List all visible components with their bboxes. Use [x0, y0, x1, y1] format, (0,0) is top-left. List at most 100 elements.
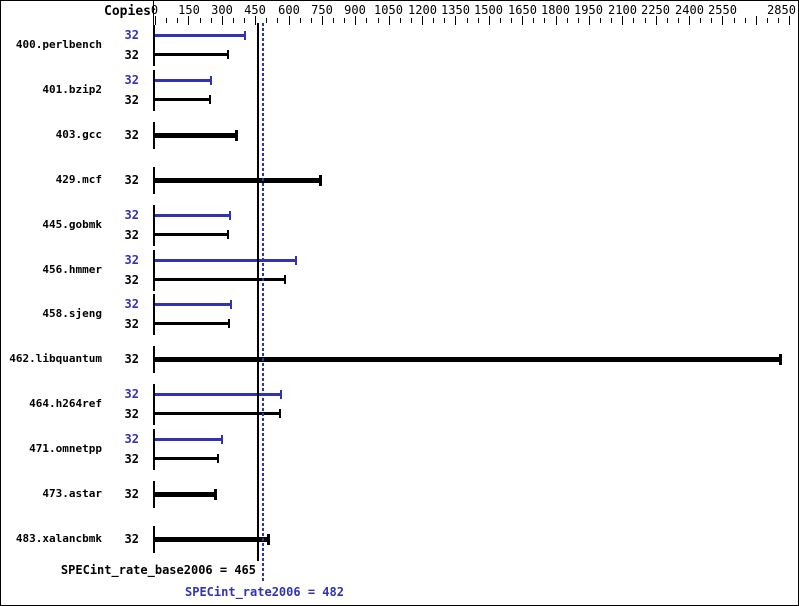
axis-minor-tick — [378, 18, 379, 23]
axis-tick-label: 600 — [278, 3, 300, 17]
axis-minor-tick — [778, 18, 779, 23]
axis-minor-tick — [745, 18, 746, 23]
axis-tick-label: 1800 — [541, 3, 570, 17]
peak-copies-value: 32 — [124, 253, 139, 267]
base-bar-end-tick — [279, 409, 281, 418]
score-label — [200, 66, 226, 79]
peak-bar — [155, 438, 223, 441]
axis-minor-tick — [478, 18, 479, 23]
axis-tick-label: 2100 — [608, 3, 637, 17]
peak-copies-value: 32 — [124, 387, 139, 401]
copies-value: 32 — [124, 487, 139, 501]
axis-minor-tick — [400, 18, 401, 23]
axis-minor-tick — [311, 18, 312, 23]
base-bar — [155, 98, 211, 101]
base-bar — [155, 233, 229, 236]
benchmark-label: 429.mcf — [55, 173, 102, 186]
score-label — [269, 380, 295, 393]
benchmark-label: 473.astar — [42, 487, 102, 500]
peak-bar-end-tick — [295, 256, 297, 265]
axis-minor-tick — [533, 18, 534, 23]
score-label — [284, 246, 310, 259]
axis-major-tick — [656, 16, 657, 25]
axis-minor-tick — [767, 18, 768, 23]
axis-major-tick — [489, 16, 490, 25]
benchmark-label: 483.xalancbmk — [15, 532, 102, 545]
copies-column-header: Copies — [104, 4, 151, 19]
single-bar — [155, 133, 238, 138]
axis-minor-tick — [511, 18, 512, 23]
base-copies-value: 32 — [124, 407, 139, 421]
axis-minor-tick — [277, 18, 278, 23]
peak-copies-value: 32 — [124, 28, 139, 42]
axis-minor-tick — [544, 18, 545, 23]
peak-bar-end-tick — [229, 211, 231, 220]
copies-value: 32 — [124, 352, 139, 366]
axis-separator-line — [153, 1, 154, 26]
axis-minor-tick — [177, 18, 178, 23]
single-bar-end-tick — [235, 130, 238, 141]
axis-tick-label: 1950 — [574, 3, 603, 17]
axis-minor-tick — [211, 18, 212, 23]
axis-tick-label: 900 — [344, 3, 366, 17]
axis-major-tick — [422, 16, 423, 25]
axis-minor-tick — [633, 18, 634, 23]
base-copies-value: 32 — [124, 273, 139, 287]
axis-tick-label: 1050 — [374, 3, 403, 17]
axis-minor-tick — [333, 18, 334, 23]
axis-major-tick — [289, 16, 290, 25]
base-copies-value: 32 — [124, 48, 139, 62]
axis-minor-tick — [344, 18, 345, 23]
axis-major-tick — [556, 16, 557, 25]
axis-minor-tick — [300, 18, 301, 23]
score-label — [233, 21, 259, 34]
single-bar — [155, 178, 322, 183]
axis-tick-label: 1350 — [441, 3, 470, 17]
benchmark-label: 400.perlbench — [15, 38, 102, 51]
axis-minor-tick — [667, 18, 668, 23]
base-rate-summary: SPECint_rate_base2006 = 465 — [60, 563, 256, 577]
base-bar-end-tick — [227, 230, 229, 239]
axis-minor-tick — [600, 18, 601, 23]
axis-major-tick — [188, 16, 189, 25]
base-bar — [155, 322, 230, 325]
score-label — [310, 163, 336, 176]
row-baseline — [153, 205, 155, 246]
axis-tick-label: 2850 — [767, 3, 796, 17]
copies-value: 32 — [124, 128, 139, 142]
score-label — [226, 118, 252, 131]
axis-major-tick — [355, 16, 356, 25]
axis-minor-tick — [467, 18, 468, 23]
axis-tick-label: 300 — [211, 3, 233, 17]
axis-tick-label: 0 — [150, 3, 159, 17]
benchmark-label: 462.libquantum — [9, 352, 102, 365]
benchmark-label: 471.omnetpp — [29, 442, 102, 455]
base-bar — [155, 412, 281, 415]
peak-bar-end-tick — [280, 390, 282, 399]
score-label — [273, 282, 299, 295]
benchmark-label: 458.sjeng — [42, 307, 102, 320]
single-bar-end-tick — [779, 354, 782, 365]
row-baseline — [153, 294, 155, 335]
axis-major-tick — [589, 16, 590, 25]
peak-rate-summary: SPECint_rate2006 = 482 — [185, 585, 344, 599]
peak-copies-value: 32 — [124, 73, 139, 87]
axis-major-tick — [222, 16, 223, 25]
axis-minor-tick — [500, 18, 501, 23]
peak-copies-value: 32 — [124, 432, 139, 446]
axis-tick-label: 2250 — [641, 3, 670, 17]
axis-major-tick — [389, 16, 390, 25]
row-baseline — [153, 429, 155, 470]
benchmark-label: 456.hmmer — [42, 263, 102, 276]
axis-major-tick — [722, 16, 723, 25]
peak-bar — [155, 34, 246, 37]
base-bar — [155, 457, 219, 460]
row-baseline — [153, 122, 155, 149]
base-copies-value: 32 — [124, 93, 139, 107]
score-label — [219, 290, 245, 303]
axis-tick-label: 2550 — [708, 3, 737, 17]
base-bar — [155, 278, 286, 281]
row-baseline — [153, 346, 155, 373]
score-label — [198, 102, 224, 115]
copies-value: 32 — [124, 532, 139, 546]
